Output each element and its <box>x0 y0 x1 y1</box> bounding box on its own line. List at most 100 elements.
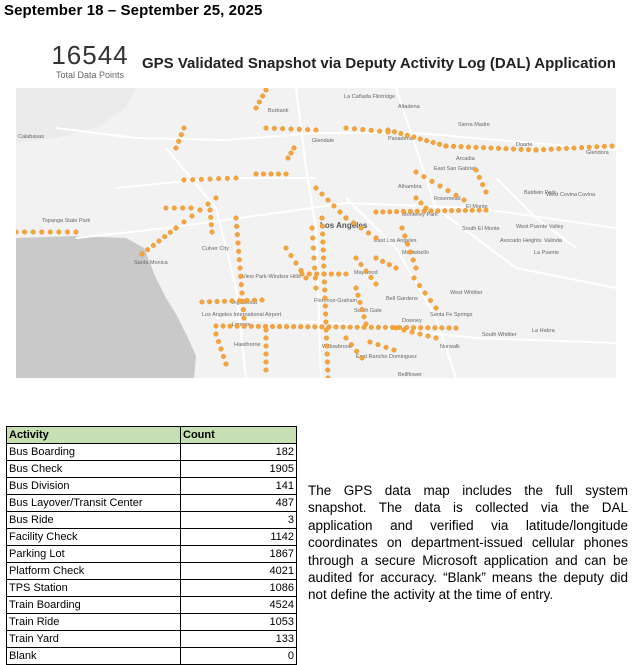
gps-point <box>285 155 291 161</box>
gps-point <box>305 127 311 133</box>
gps-point <box>156 238 162 244</box>
gps-point <box>414 208 420 214</box>
gps-point <box>483 189 489 195</box>
place-label: East Los Angeles <box>374 238 417 244</box>
gps-point <box>39 229 45 235</box>
place-label: West Puente Valley <box>516 224 564 230</box>
gps-point <box>417 282 423 288</box>
gps-point <box>411 134 417 140</box>
activity-cell: TPS Station <box>6 579 181 597</box>
count-cell: 182 <box>180 443 297 461</box>
gps-point <box>319 324 325 330</box>
gps-point <box>241 323 247 329</box>
gps-point <box>363 321 369 327</box>
gps-point <box>236 257 242 263</box>
gps-point <box>425 325 431 331</box>
gps-point <box>409 329 415 335</box>
gps-point <box>430 139 436 145</box>
place-label: La Cañada Flintridge <box>344 94 395 100</box>
gps-point <box>197 207 203 213</box>
gps-point <box>309 225 315 231</box>
gps-point <box>181 125 187 131</box>
gps-point <box>571 145 577 151</box>
gps-point <box>64 229 70 235</box>
gps-point <box>428 297 434 303</box>
gps-point <box>234 223 240 229</box>
gps-point <box>361 314 367 320</box>
gps-point <box>453 325 459 331</box>
gps-point <box>411 325 417 331</box>
gps-point <box>533 147 539 153</box>
count-cell: 1867 <box>180 545 297 563</box>
gps-point <box>310 235 316 241</box>
gps-point <box>421 174 427 180</box>
count-cell: 141 <box>180 477 297 495</box>
gps-point <box>199 299 205 305</box>
gps-point <box>276 171 282 177</box>
gps-point <box>451 143 457 149</box>
count-cell: 3 <box>180 511 297 529</box>
gps-point <box>391 129 397 135</box>
gps-point <box>251 297 257 303</box>
gps-point <box>594 144 600 150</box>
gps-point <box>413 265 419 271</box>
gps-point <box>310 245 316 251</box>
place-label: Culver City <box>202 246 229 252</box>
gps-point <box>296 126 302 132</box>
gps-point <box>288 126 294 132</box>
gps-point <box>227 323 233 329</box>
count-cell: 1905 <box>180 460 297 478</box>
gps-point <box>30 229 36 235</box>
gps-point <box>423 205 429 211</box>
gps-point <box>404 132 410 138</box>
place-label: Calabasas <box>18 134 44 140</box>
gps-point <box>162 234 168 240</box>
gps-point <box>377 128 383 134</box>
gps-point <box>480 182 486 188</box>
gps-point <box>271 125 277 131</box>
gps-point <box>373 235 379 241</box>
gps-point <box>353 285 359 291</box>
gps-point <box>236 248 242 254</box>
activity-cell: Blank <box>6 647 181 665</box>
gps-point <box>417 136 423 142</box>
gps-point <box>354 348 360 354</box>
gps-point <box>244 297 250 303</box>
gps-point <box>223 361 229 367</box>
kpi-value: 16544 <box>51 40 129 70</box>
gps-point <box>333 324 339 330</box>
gps-point <box>526 147 532 153</box>
gps-point <box>601 143 607 149</box>
gps-point <box>321 263 327 269</box>
gps-point <box>496 145 502 151</box>
gps-point <box>321 271 327 277</box>
gps-point <box>263 359 269 365</box>
gps-point <box>469 207 475 213</box>
gps-point <box>373 281 379 287</box>
activity-cell: Train Ride <box>6 613 181 631</box>
gps-point <box>263 88 269 93</box>
gps-point <box>326 324 332 330</box>
place-label: El Monte <box>466 204 488 210</box>
place-label: West Covina <box>546 192 578 198</box>
gps-point <box>343 215 349 221</box>
gps-point <box>238 282 244 288</box>
gps-point <box>368 127 374 133</box>
gps-point <box>206 299 212 305</box>
place-label: South Gate <box>354 308 382 314</box>
gps-point <box>386 262 392 268</box>
place-label: Monterey Park <box>402 212 438 218</box>
gps-point <box>255 323 261 329</box>
gps-point <box>314 271 320 277</box>
gps-point <box>488 145 494 151</box>
gps-point <box>263 335 269 341</box>
gps-point <box>299 271 305 277</box>
place-label: Santa Fe Springs <box>430 312 473 318</box>
gps-point <box>324 359 330 365</box>
gps-point <box>214 298 220 304</box>
date-range-heading: September 18 – September 25, 2025 <box>4 2 263 19</box>
gps-point <box>556 146 562 152</box>
gps-map[interactable]: La Cañada Flintridge Altadena Burbank Sierr… <box>16 88 616 378</box>
gps-point <box>150 242 156 248</box>
